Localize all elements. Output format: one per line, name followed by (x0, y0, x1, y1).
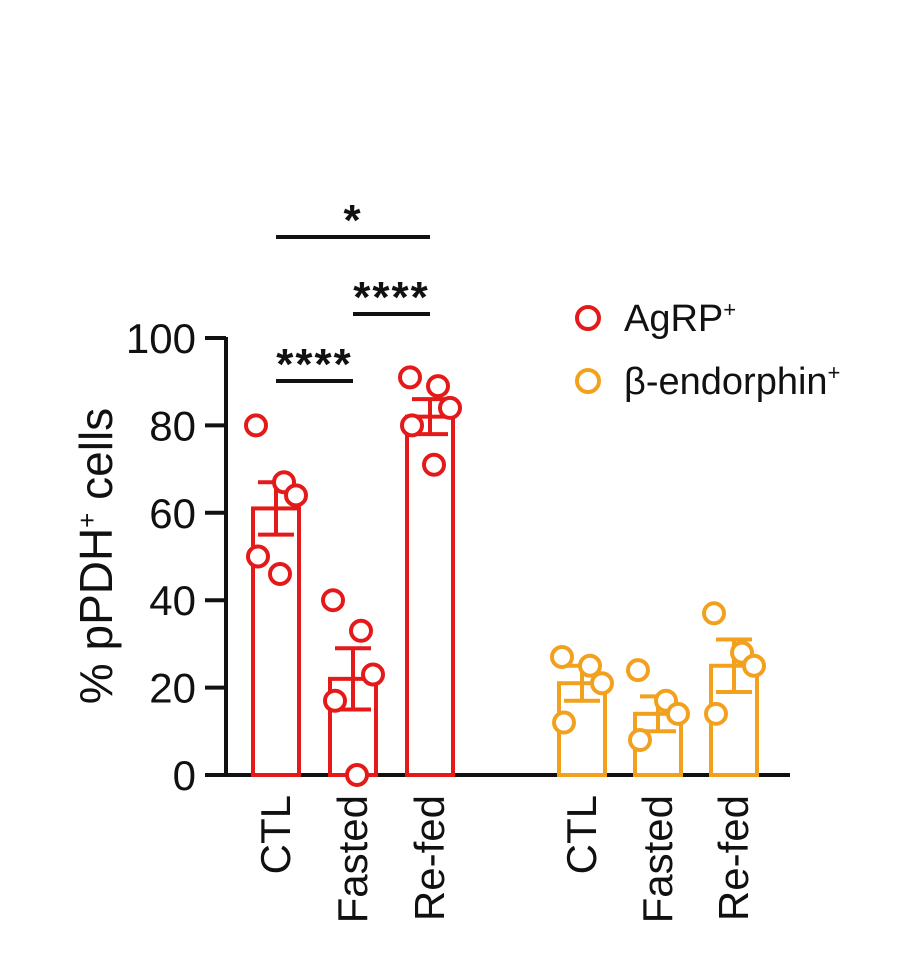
y-tick-label: 60 (149, 490, 196, 537)
legend-marker (575, 305, 601, 331)
data-point (422, 452, 446, 477)
category-label: Fasted (329, 795, 376, 923)
data-point (268, 561, 292, 586)
category-label: CTL (252, 795, 299, 874)
data-point (552, 710, 576, 735)
data-point (323, 688, 347, 713)
bars: CTL Fasted Re-fed CTL Fasted Re-fed (244, 365, 766, 923)
data-point (590, 671, 614, 696)
bar (405, 414, 455, 777)
y-tick-label: 0 (173, 752, 196, 799)
category-label: Re-fed (406, 795, 453, 921)
data-point (246, 544, 270, 569)
data-point (244, 413, 268, 438)
y-tick-label: 40 (149, 577, 196, 624)
legend-marker (575, 368, 601, 394)
data-point (578, 653, 602, 678)
data-point (400, 413, 424, 438)
data-point (438, 395, 462, 420)
data-point (426, 374, 450, 399)
y-axis-title: % pPDH+ cells (70, 408, 122, 704)
significance-stars: **** (353, 273, 430, 322)
category-label: Re-fed (710, 795, 757, 921)
legend-label: β-endorphin+ (624, 360, 840, 403)
significance-stars: **** (276, 340, 353, 389)
category-label: Fasted (634, 795, 681, 923)
axes: 0 20 40 60 80 100% pPDH+ cells (70, 315, 790, 799)
significance-annotations: ********* (276, 196, 430, 389)
data-point (666, 701, 690, 726)
data-point (742, 653, 766, 678)
data-point (345, 763, 369, 787)
legend: AgRP+ β-endorphin+ (575, 297, 840, 403)
category-label: CTL (558, 795, 605, 874)
legend-label: AgRP+ (624, 297, 736, 340)
y-tick-label: 80 (149, 402, 196, 449)
data-point (321, 588, 345, 613)
data-point (349, 618, 373, 643)
data-point (284, 483, 308, 508)
data-point (626, 658, 650, 683)
data-point (704, 701, 728, 726)
significance-stars: * (343, 196, 362, 245)
y-tick-label: 20 (149, 665, 196, 712)
data-point (550, 645, 574, 670)
data-point (361, 662, 385, 687)
data-point (702, 601, 726, 626)
data-point (398, 365, 422, 390)
y-tick-label: 100 (126, 315, 196, 362)
data-point (628, 728, 652, 753)
